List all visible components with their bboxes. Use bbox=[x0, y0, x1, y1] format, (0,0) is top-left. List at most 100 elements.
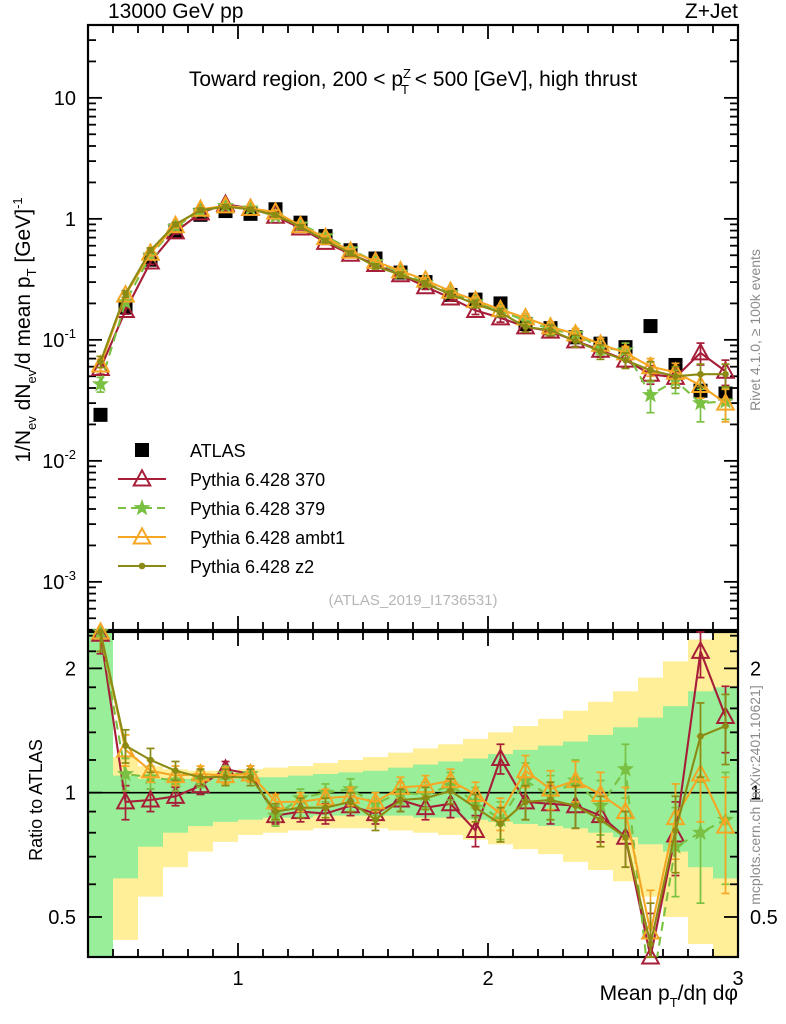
data-marker bbox=[497, 820, 504, 828]
legend-item-atlas[interactable]: ATLAS bbox=[135, 441, 246, 461]
dataset-watermark: (ATLAS_2019_I1736531) bbox=[328, 592, 497, 609]
data-marker bbox=[132, 526, 152, 545]
data-marker bbox=[640, 946, 661, 965]
legend-item-pythia-6-428-370[interactable]: Pythia 6.428 370 bbox=[118, 468, 325, 490]
data-marker bbox=[97, 628, 104, 636]
ratio-line bbox=[99, 632, 726, 957]
data-marker bbox=[515, 759, 536, 779]
data-marker bbox=[297, 804, 304, 811]
data-marker bbox=[647, 940, 654, 948]
data-marker bbox=[641, 386, 660, 403]
band-segment bbox=[638, 717, 663, 845]
data-marker bbox=[643, 319, 658, 334]
data-marker bbox=[116, 764, 135, 782]
data-marker bbox=[715, 392, 736, 411]
legend-item-pythia-6-428-z2[interactable]: Pythia 6.428 z2 bbox=[118, 557, 314, 577]
y-axis-label: 1/Nev dNev/d mean pT [GeV]-1 bbox=[10, 197, 39, 462]
data-marker bbox=[522, 323, 529, 331]
data-marker bbox=[365, 791, 386, 810]
data-marker bbox=[715, 815, 736, 834]
data-marker bbox=[597, 816, 604, 824]
data-marker bbox=[165, 214, 186, 234]
data-marker bbox=[172, 221, 179, 228]
data-marker bbox=[690, 640, 711, 659]
data-marker bbox=[472, 804, 479, 811]
data-marker bbox=[697, 732, 704, 740]
data-marker bbox=[165, 785, 186, 804]
data-marker bbox=[440, 792, 461, 812]
ratio-tick-label-right: 1 bbox=[750, 783, 761, 805]
data-marker bbox=[415, 796, 436, 816]
x-tick-label: 3 bbox=[732, 968, 743, 990]
ratio-tick-label: 2 bbox=[65, 658, 76, 680]
data-marker bbox=[140, 789, 161, 808]
side-label-mcplots: mcplots.cern.ch [arXiv:2401.10621] bbox=[747, 685, 763, 904]
y-tick-label: 1 bbox=[65, 209, 76, 231]
data-marker bbox=[472, 300, 479, 308]
data-marker bbox=[197, 206, 204, 214]
data-marker bbox=[622, 356, 629, 364]
data-marker bbox=[247, 205, 254, 213]
header-left: 13000 GeV pp bbox=[108, 0, 243, 23]
data-marker bbox=[447, 787, 454, 795]
data-marker bbox=[132, 468, 152, 487]
legend-item-pythia-6-428-ambt1[interactable]: Pythia 6.428 ambt1 bbox=[118, 526, 345, 548]
data-marker bbox=[722, 370, 729, 378]
plot-title: Toward region, 200 < pZ T < 500 [GeV], hi… bbox=[189, 66, 638, 97]
data-marker bbox=[172, 767, 179, 775]
legend-label: Pythia 6.428 379 bbox=[190, 499, 325, 519]
legend-label: Pythia 6.428 ambt1 bbox=[190, 528, 345, 548]
data-marker bbox=[422, 280, 429, 287]
data-marker bbox=[497, 309, 504, 316]
data-marker bbox=[347, 249, 354, 257]
data-marker bbox=[691, 823, 710, 840]
data-marker bbox=[547, 796, 554, 804]
data-marker bbox=[197, 773, 204, 781]
data-marker bbox=[522, 798, 529, 806]
data-marker bbox=[372, 263, 379, 270]
data-marker bbox=[265, 201, 286, 220]
y-tick-label: 10 bbox=[54, 88, 76, 110]
data-marker bbox=[165, 764, 186, 784]
ratio-axis-label: Ratio to ATLAS bbox=[26, 739, 46, 861]
data-marker bbox=[272, 211, 279, 219]
main-panel-series bbox=[90, 193, 736, 423]
data-marker bbox=[697, 370, 704, 378]
data-marker bbox=[690, 374, 711, 393]
ratio-panel-series bbox=[90, 621, 736, 965]
data-marker bbox=[691, 394, 710, 411]
axis-tick-labels: 10 1 10-1 10-2 10-3 2 2 1 1 0.5 0.5 1 2 3 bbox=[42, 88, 778, 990]
legend-item-pythia-6-428-379[interactable]: Pythia 6.428 379 bbox=[118, 499, 325, 519]
y-tick-label: 10-1 bbox=[42, 326, 76, 352]
data-marker bbox=[672, 372, 679, 380]
data-marker bbox=[690, 342, 711, 361]
data-marker bbox=[465, 299, 486, 318]
data-marker bbox=[97, 358, 104, 365]
series-line bbox=[99, 205, 726, 378]
data-marker bbox=[397, 271, 404, 279]
x-axis-label: Mean pT/dη dφ bbox=[600, 982, 738, 1010]
ratio-tick-label: 0.5 bbox=[48, 907, 76, 929]
data-marker bbox=[690, 763, 711, 782]
ratio-tick-label-right: 0.5 bbox=[750, 907, 778, 929]
data-marker bbox=[122, 290, 129, 298]
data-marker bbox=[372, 816, 379, 824]
data-marker bbox=[447, 290, 454, 298]
data-marker bbox=[322, 804, 329, 811]
data-marker bbox=[347, 798, 354, 806]
data-marker bbox=[490, 747, 511, 767]
data-marker bbox=[133, 499, 151, 516]
data-marker bbox=[138, 562, 146, 570]
data-marker bbox=[547, 326, 554, 334]
ratio-line bbox=[99, 632, 726, 945]
data-marker bbox=[297, 223, 304, 231]
x-tick-label: 1 bbox=[232, 968, 243, 990]
data-marker bbox=[247, 773, 254, 781]
ratio-tick-label-right: 2 bbox=[750, 658, 761, 680]
data-marker bbox=[122, 742, 129, 749]
data-marker bbox=[115, 284, 136, 303]
data-marker bbox=[135, 443, 149, 457]
data-marker bbox=[272, 808, 279, 815]
